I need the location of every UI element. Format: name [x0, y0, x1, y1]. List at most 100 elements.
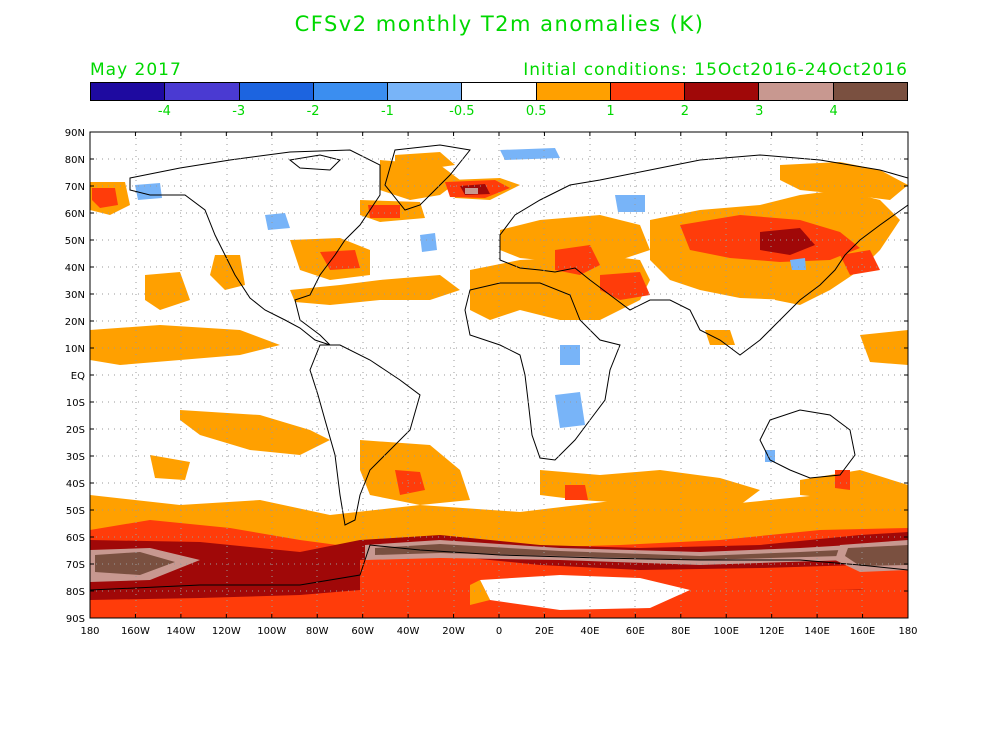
anomaly-region: [790, 258, 806, 270]
longitude-label: 60W: [351, 626, 374, 637]
colorbar-labels: -4 -3 -2 -1 -0.5 0.5 1 2 3 4: [90, 104, 908, 122]
anomaly-region: [265, 213, 290, 230]
anomaly-region: [320, 250, 360, 270]
colorbar-label: 1: [606, 104, 615, 119]
anomaly-region: [840, 250, 880, 275]
latitude-label: 10S: [66, 398, 85, 409]
anomaly-region: [95, 552, 175, 575]
colorbar-label: -2: [306, 104, 320, 119]
colorbar-swatch: [91, 83, 166, 100]
colorbar-swatch: [536, 83, 611, 100]
antarctica-coast: [90, 544, 908, 618]
latitude-label: 30S: [66, 452, 85, 463]
anomaly-region: [420, 233, 437, 252]
anomaly-region: [555, 392, 585, 428]
anomaly-region: [290, 275, 460, 305]
anomaly-region: [780, 162, 908, 200]
coastlines: [90, 144, 908, 618]
longitude-label: 60E: [626, 626, 645, 637]
longitude-label: 160W: [121, 626, 150, 637]
grid-lines: [90, 132, 908, 618]
anomaly-region: [845, 545, 908, 566]
longitude-label: 120W: [212, 626, 241, 637]
longitude-labels: 180 160W 140W 120W 100W 80W 60W 40W 20W 0 20E 40E 60…: [80, 626, 917, 637]
longitude-label: 20E: [535, 626, 554, 637]
latitude-label: 90N: [65, 128, 85, 139]
latitude-label: 70N: [65, 182, 85, 193]
anomaly-region: [565, 485, 588, 500]
anomaly-region: [860, 330, 908, 365]
anomaly-region: [135, 183, 162, 200]
colorbar-label: -4: [157, 104, 171, 119]
colorbar-label: 0.5: [525, 104, 547, 119]
colorbar-swatch: [239, 83, 314, 100]
anomaly-region: [500, 215, 650, 262]
longitude-label: 80E: [671, 626, 690, 637]
latitude-label: 10N: [65, 344, 85, 355]
latitude-label: 70S: [66, 560, 85, 571]
anomaly-region: [150, 455, 190, 480]
colorbar-label: -3: [232, 104, 246, 119]
south-america-coast: [309, 344, 421, 526]
longitude-label: 40E: [580, 626, 599, 637]
longitude-label: 140W: [166, 626, 195, 637]
longitude-label: 100E: [714, 626, 739, 637]
anomaly-region: [705, 330, 735, 345]
longitude-label: 120E: [759, 626, 784, 637]
anomaly-region: [375, 544, 840, 560]
colorbar-label: -0.5: [449, 104, 475, 119]
longitude-label: 80W: [306, 626, 329, 637]
colorbar: [90, 82, 908, 101]
colorbar-swatch: [685, 83, 760, 100]
latitude-label: EQ: [71, 371, 85, 382]
longitude-label: 100W: [257, 626, 286, 637]
latitude-label: 90S: [66, 614, 85, 625]
latitude-label: 50N: [65, 236, 85, 247]
anomaly-region: [800, 470, 908, 505]
colorbar-label: 3: [755, 104, 764, 119]
chart-title: CFSv2 monthly T2m anomalies (K): [294, 12, 705, 36]
greenland-coast: [384, 144, 471, 211]
anomaly-region: [835, 470, 850, 490]
latitude-label: 80S: [66, 587, 85, 598]
anomaly-region: [560, 345, 580, 365]
longitude-label: 160E: [850, 626, 875, 637]
latitude-label: 20N: [65, 317, 85, 328]
colorbar-label: -1: [380, 104, 394, 119]
anomaly-shading: [90, 148, 908, 618]
anomaly-region: [760, 228, 815, 255]
longitude-label: 140E: [804, 626, 829, 637]
colorbar-swatch: [165, 83, 240, 100]
anomaly-region: [765, 450, 775, 462]
australia-coast: [759, 409, 856, 479]
latitude-label: 40N: [65, 263, 85, 274]
anomaly-region: [380, 160, 460, 200]
latitude-label: 60S: [66, 533, 85, 544]
anomaly-region: [465, 188, 478, 194]
latitude-label: 40S: [66, 479, 85, 490]
latitude-labels: 90N 80N 70N 60N 50N 40N 30N 20N 10N EQ 10S 20S 30S 40…: [65, 128, 85, 625]
latitude-label: 20S: [66, 425, 85, 436]
axis-ticks: [89, 131, 909, 619]
anomaly-region: [540, 470, 760, 505]
anomaly-region: [395, 470, 425, 495]
colorbar-swatch: [759, 83, 834, 100]
longitude-label: 180: [898, 626, 917, 637]
forecast-month: May 2017: [90, 60, 182, 80]
anomaly-region: [470, 580, 490, 605]
north-america-coast: [129, 149, 381, 346]
eurasia-coast: [499, 154, 908, 356]
anomaly-region: [770, 265, 830, 305]
longitude-label: 0: [496, 626, 502, 637]
anomaly-region: [500, 148, 560, 160]
anomaly-region: [90, 325, 280, 365]
latitude-label: 60N: [65, 209, 85, 220]
arctic-islands-coast: [288, 154, 341, 171]
anomaly-region: [470, 255, 650, 320]
latitude-label: 30N: [65, 290, 85, 301]
colorbar-swatch: [462, 83, 537, 100]
anomaly-region: [368, 205, 400, 218]
anomaly-region: [480, 575, 690, 610]
africa-coast: [464, 282, 621, 461]
